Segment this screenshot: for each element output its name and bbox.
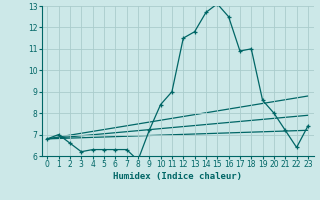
X-axis label: Humidex (Indice chaleur): Humidex (Indice chaleur) xyxy=(113,172,242,181)
